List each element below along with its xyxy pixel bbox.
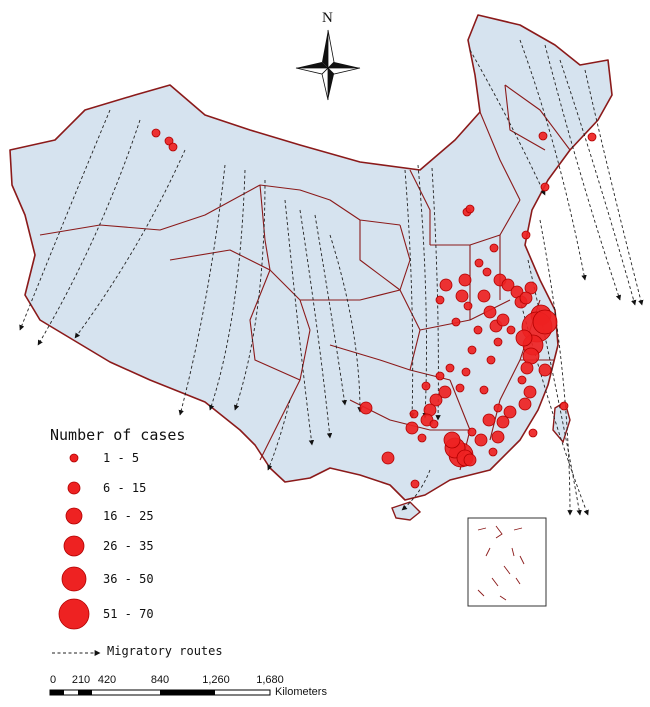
hainan-island	[391, 501, 422, 521]
case-marker	[488, 447, 498, 457]
case-marker	[532, 309, 558, 335]
case-marker	[519, 291, 533, 305]
case-marker	[538, 363, 552, 377]
case-marker	[435, 295, 445, 305]
north-arrow-icon	[295, 29, 361, 101]
case-marker	[438, 385, 452, 399]
case-marker	[523, 385, 537, 399]
case-marker	[493, 403, 503, 413]
case-marker	[439, 278, 453, 292]
case-marker	[483, 305, 497, 319]
case-marker	[451, 317, 461, 327]
case-marker	[359, 401, 373, 415]
scale-tick-3: 840	[150, 674, 170, 686]
case-marker	[474, 258, 484, 268]
scale-bar	[49, 689, 271, 696]
case-marker	[501, 278, 515, 292]
legend-symbol-4	[63, 535, 85, 557]
legend-symbol-3	[65, 507, 83, 525]
north-label: N	[322, 10, 333, 26]
case-marker	[517, 375, 527, 385]
case-marker	[479, 385, 489, 395]
scale-tick-2: 420	[97, 674, 117, 686]
case-marker	[405, 421, 419, 435]
legend-label-6: 51 - 70	[103, 607, 154, 621]
case-marker	[463, 453, 477, 467]
case-marker	[473, 325, 483, 335]
case-marker	[493, 337, 503, 347]
case-marker	[486, 355, 496, 365]
legend-symbol-1	[69, 453, 79, 463]
case-marker	[528, 428, 538, 438]
case-marker	[520, 361, 534, 375]
case-marker	[164, 136, 174, 146]
case-marker	[540, 182, 550, 192]
legend-label-4: 26 - 35	[103, 539, 154, 553]
case-marker	[381, 451, 395, 465]
case-marker	[489, 243, 499, 253]
legend-symbol-6	[58, 598, 90, 630]
case-marker	[461, 367, 471, 377]
case-marker	[496, 313, 510, 327]
legend-label-1: 1 - 5	[103, 451, 140, 465]
case-marker	[518, 397, 532, 411]
case-marker	[522, 347, 540, 365]
case-marker	[524, 281, 538, 295]
case-marker	[410, 479, 420, 489]
case-marker	[417, 433, 427, 443]
case-marker	[467, 345, 477, 355]
case-marker	[503, 405, 517, 419]
case-marker	[482, 413, 496, 427]
legend-title: Number of cases	[50, 426, 186, 444]
case-marker	[429, 393, 443, 407]
case-marker	[429, 419, 439, 429]
case-marker	[496, 415, 510, 429]
scale-tick-0: 0	[49, 674, 57, 686]
scale-tick-4: 1,260	[202, 674, 230, 686]
case-marker	[455, 383, 465, 393]
case-marker	[491, 430, 505, 444]
case-marker	[515, 329, 533, 347]
case-marker	[538, 131, 548, 141]
case-marker	[477, 289, 491, 303]
scale-tick-1: 210	[71, 674, 91, 686]
case-marker	[465, 204, 475, 214]
china-outline	[9, 14, 613, 501]
scale-tick-5: 1,680	[256, 674, 284, 686]
case-marker	[587, 132, 597, 142]
case-marker	[506, 325, 516, 335]
case-marker	[445, 363, 455, 373]
south-china-sea-inset	[467, 517, 547, 607]
case-marker	[474, 433, 488, 447]
case-marker	[168, 142, 178, 152]
legend-symbol-5	[61, 566, 87, 592]
legend-label-2: 6 - 15	[103, 481, 147, 495]
case-marker	[151, 128, 161, 138]
case-marker	[455, 289, 469, 303]
case-marker	[409, 409, 419, 419]
case-marker	[458, 273, 472, 287]
legend-label-3: 16 - 25	[103, 509, 154, 523]
case-marker	[421, 381, 431, 391]
case-marker	[435, 371, 445, 381]
scale-unit: Kilometers	[275, 686, 327, 698]
case-marker	[443, 431, 461, 449]
migratory-routes	[19, 39, 644, 516]
legend-route-label: Migratory routes	[107, 644, 223, 658]
case-markers	[151, 128, 597, 489]
case-marker	[467, 427, 477, 437]
legend-symbols	[58, 453, 90, 630]
case-marker	[482, 267, 492, 277]
case-marker	[559, 401, 569, 411]
case-marker	[521, 230, 531, 240]
legend-label-5: 36 - 50	[103, 572, 154, 586]
legend-symbol-2	[67, 481, 81, 495]
case-marker	[463, 301, 473, 311]
